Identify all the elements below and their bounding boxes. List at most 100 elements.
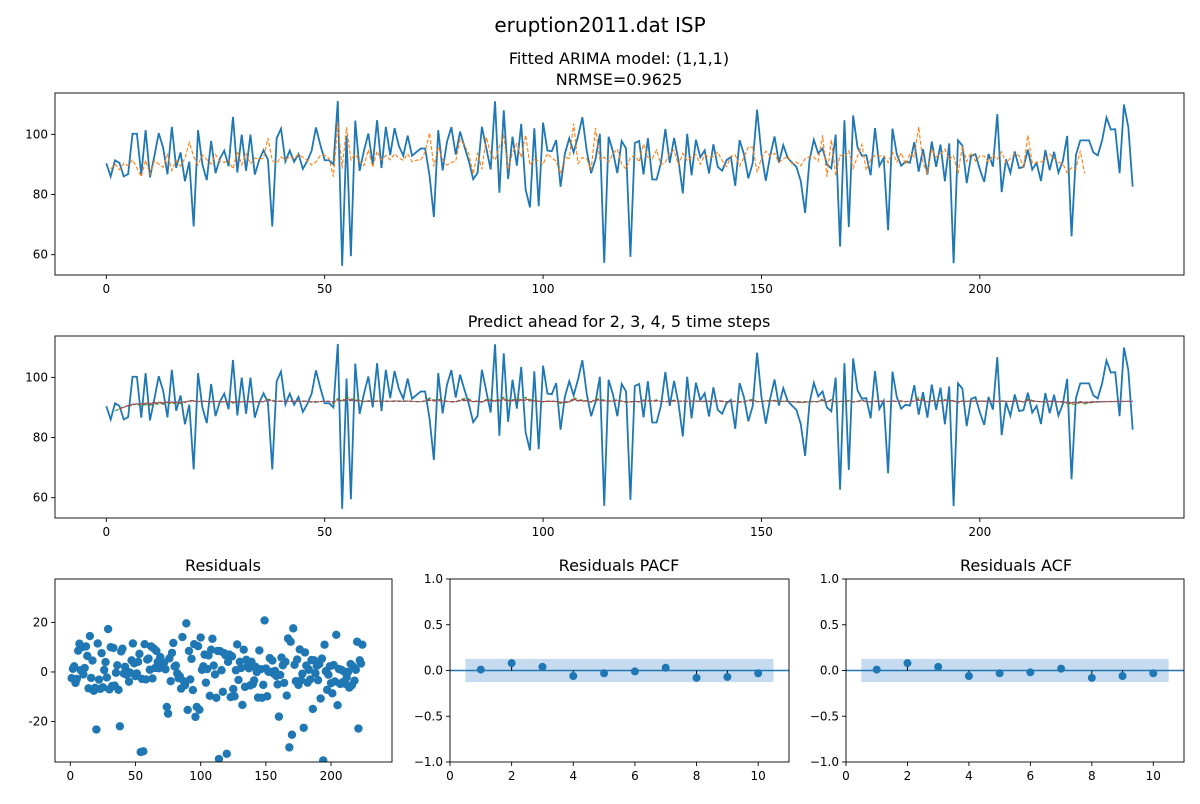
- residual-point: [98, 683, 108, 692]
- observed-series-line: [105, 100, 1134, 266]
- pacf-xtick-label: 10: [751, 769, 766, 783]
- residual-point: [191, 712, 200, 722]
- residual-point: [195, 705, 204, 714]
- residual-point: [183, 705, 192, 715]
- acf-ytick-label: 0.5: [820, 618, 839, 632]
- residual-point: [187, 654, 196, 664]
- residual-point: [97, 648, 106, 658]
- residual-point: [311, 669, 320, 678]
- residual-point: [132, 669, 142, 678]
- residual-point: [214, 754, 224, 762]
- fit-xtick-label: 100: [532, 282, 555, 296]
- residual-point: [333, 701, 342, 710]
- residual-point: [276, 670, 285, 680]
- acf-xtick-label: 6: [1027, 769, 1035, 783]
- residual-point: [166, 676, 175, 686]
- residual-point: [354, 724, 363, 733]
- pacf-ytick-label: 0.5: [424, 618, 443, 632]
- residual-point: [229, 684, 238, 694]
- residuals-ytick-label: -20: [28, 715, 48, 729]
- residual-point: [234, 675, 243, 685]
- residual-point: [351, 665, 361, 674]
- panel-fitted: Fitted ARIMA model: (1,1,1) NRMSE=0.9625…: [25, 49, 1185, 296]
- pacf-lag-marker: [507, 659, 516, 668]
- residual-point: [148, 674, 157, 683]
- residual-point: [141, 675, 151, 684]
- acf-xtick-label: 8: [1088, 769, 1096, 783]
- predict-frame: [54, 335, 1185, 519]
- pacf-xtick-label: 4: [569, 769, 577, 783]
- residual-point: [209, 661, 218, 670]
- residual-point: [85, 631, 95, 641]
- residual-point: [135, 649, 144, 659]
- residual-point: [305, 675, 315, 684]
- residuals-axes: 0 50 100 150 200 -20 0 20: [28, 578, 393, 783]
- acf-lag-marker: [903, 659, 912, 668]
- acf-ytick-label: −0.5: [810, 709, 839, 723]
- residual-point: [274, 712, 284, 721]
- residual-point: [178, 632, 187, 642]
- residual-point: [316, 694, 325, 703]
- pacf-lag-marker: [723, 672, 732, 681]
- residual-point: [210, 670, 220, 679]
- residual-point: [273, 680, 282, 689]
- residual-point: [171, 661, 181, 670]
- residual-point: [281, 657, 290, 667]
- residual-point: [320, 640, 329, 649]
- residual-point: [222, 749, 231, 759]
- residual-point: [249, 676, 259, 685]
- pacf-lag-marker: [476, 665, 485, 674]
- pacf-lag-marker: [630, 667, 639, 676]
- residual-point: [244, 664, 254, 673]
- residuals-xtick-label: 200: [320, 769, 343, 783]
- residual-point: [100, 665, 109, 675]
- residual-point: [114, 685, 123, 695]
- acf-ytick-label: −1.0: [810, 755, 839, 769]
- residual-point: [184, 646, 194, 656]
- residual-point: [102, 673, 112, 682]
- residual-point: [93, 639, 102, 648]
- fit-xtick-label: 200: [968, 282, 991, 296]
- residual-point: [227, 652, 237, 661]
- residual-point: [124, 677, 134, 686]
- residuals-title: Residuals: [185, 556, 261, 575]
- residual-point: [101, 657, 110, 667]
- pacf-lag-marker: [754, 669, 763, 678]
- residual-point: [201, 678, 211, 687]
- residual-point: [287, 730, 297, 739]
- residual-point: [186, 675, 195, 684]
- acf-ytick-label: 0.0: [820, 664, 839, 678]
- residual-point: [260, 616, 269, 625]
- residual-point: [152, 646, 161, 656]
- residual-point: [118, 644, 127, 653]
- residual-point: [358, 640, 367, 649]
- residual-point: [332, 630, 341, 639]
- residual-point: [161, 665, 170, 674]
- pacf-xtick-label: 2: [508, 769, 516, 783]
- residual-point: [80, 663, 89, 673]
- pacf-lag-marker: [538, 662, 547, 671]
- fit-axes: 0 50 100 150 200 60 80 100: [25, 92, 1185, 296]
- residuals-frame: [54, 578, 393, 763]
- acf-lag-marker: [1149, 669, 1158, 678]
- residuals-xtick-label: 50: [128, 769, 143, 783]
- residual-point: [350, 676, 359, 685]
- acf-lag-marker: [872, 665, 881, 674]
- residual-point: [133, 657, 143, 667]
- acf-xtick-label: 2: [904, 769, 912, 783]
- residual-point: [128, 639, 138, 648]
- residual-point: [324, 670, 333, 679]
- fit-title-line1: Fitted ARIMA model: (1,1,1): [509, 49, 729, 68]
- observed-series-line: [105, 343, 1134, 509]
- pacf-lag-marker: [569, 671, 578, 680]
- residual-point: [313, 675, 323, 685]
- panel-pacf: Residuals PACF 0 2 4 6 8 10 −1.0 −0.5 0.0 0.5 1.0: [414, 556, 790, 783]
- residual-point: [208, 634, 217, 643]
- residual-point: [140, 640, 149, 649]
- acf-title: Residuals ACF: [960, 556, 1072, 575]
- fit-xtick-label: 150: [750, 282, 773, 296]
- residual-point: [182, 619, 191, 628]
- residual-point: [193, 641, 203, 651]
- residual-point: [262, 692, 272, 701]
